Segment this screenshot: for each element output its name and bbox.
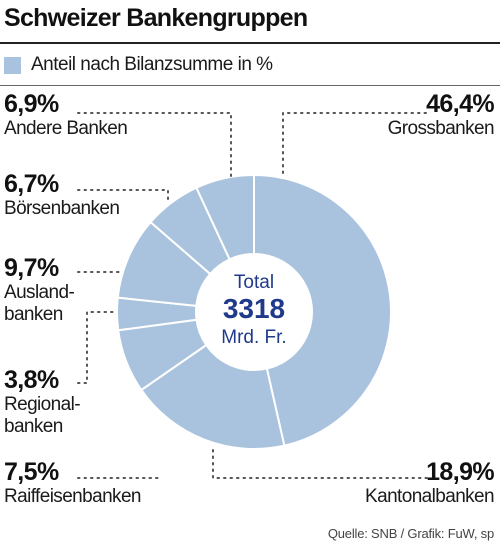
leader-line-group bbox=[77, 112, 428, 479]
slice-group bbox=[116, 173, 392, 450]
slice-value-label: 6,7% bbox=[4, 170, 59, 198]
slice-value-label: 9,7% bbox=[4, 254, 59, 282]
slice-andere-banken bbox=[195, 173, 255, 261]
legend: Anteil nach Bilanzsumme in % bbox=[4, 54, 273, 76]
slice-name-label: Regional- bbox=[4, 394, 81, 415]
leader-line-kantonalbanken bbox=[212, 445, 428, 479]
label-kantonalbanken: 18,9% Kantonalbanken bbox=[365, 458, 495, 508]
leader-line-boersenbanken bbox=[77, 189, 169, 204]
slice-name-label: Ausland- bbox=[4, 282, 75, 303]
leader-line-andere-banken bbox=[77, 112, 232, 181]
slice-grossbanken bbox=[253, 173, 392, 447]
leader-line-grossbanken bbox=[282, 112, 427, 179]
label-regionalbanken: 3,8% Regional- banken bbox=[4, 366, 81, 438]
center-total-value: 3318 bbox=[223, 293, 285, 324]
slice-value-label: 7,5% bbox=[4, 458, 59, 486]
slice-name-label: Börsenbanken bbox=[4, 198, 120, 219]
slice-kantonalbanken bbox=[139, 343, 286, 450]
center-total-label: Total bbox=[234, 272, 274, 293]
label-auslandbanken: 9,7% Ausland- banken bbox=[4, 254, 75, 326]
legend-swatch bbox=[4, 56, 21, 74]
legend-rule bbox=[0, 85, 500, 86]
slice-value-label: 3,8% bbox=[4, 366, 59, 394]
slice-name-label: Raiffeisenbanken bbox=[4, 486, 141, 507]
label-andere-banken: 6,9% Andere Banken bbox=[4, 90, 128, 140]
slice-name-label: Andere Banken bbox=[4, 118, 128, 139]
slice-value-label: 46,4% bbox=[426, 90, 494, 118]
label-boersenbanken: 6,7% Börsenbanken bbox=[4, 170, 120, 220]
center-total-unit: Mrd. Fr. bbox=[221, 327, 286, 348]
slice-name-label: Kantonalbanken bbox=[365, 486, 495, 507]
slice-value-label: 18,9% bbox=[426, 458, 494, 486]
title-rule bbox=[0, 42, 500, 44]
label-grossbanken: 46,4% Grossbanken bbox=[387, 90, 495, 140]
source-note: Quelle: SNB / Grafik: FuW, sp bbox=[327, 526, 494, 541]
slice-name-label: Grossbanken bbox=[387, 118, 495, 139]
label-raiffeisenbanken: 7,5% Raiffeisenbanken bbox=[4, 458, 141, 508]
slice-name-label: banken bbox=[4, 416, 63, 437]
slice-name-label: banken bbox=[4, 304, 63, 325]
slice-value-label: 6,9% bbox=[4, 90, 59, 118]
chart-title: Schweizer Bankengruppen bbox=[4, 4, 308, 32]
leader-line-regionalbanken bbox=[77, 311, 118, 384]
legend-label: Anteil nach Bilanzsumme in % bbox=[31, 54, 273, 75]
